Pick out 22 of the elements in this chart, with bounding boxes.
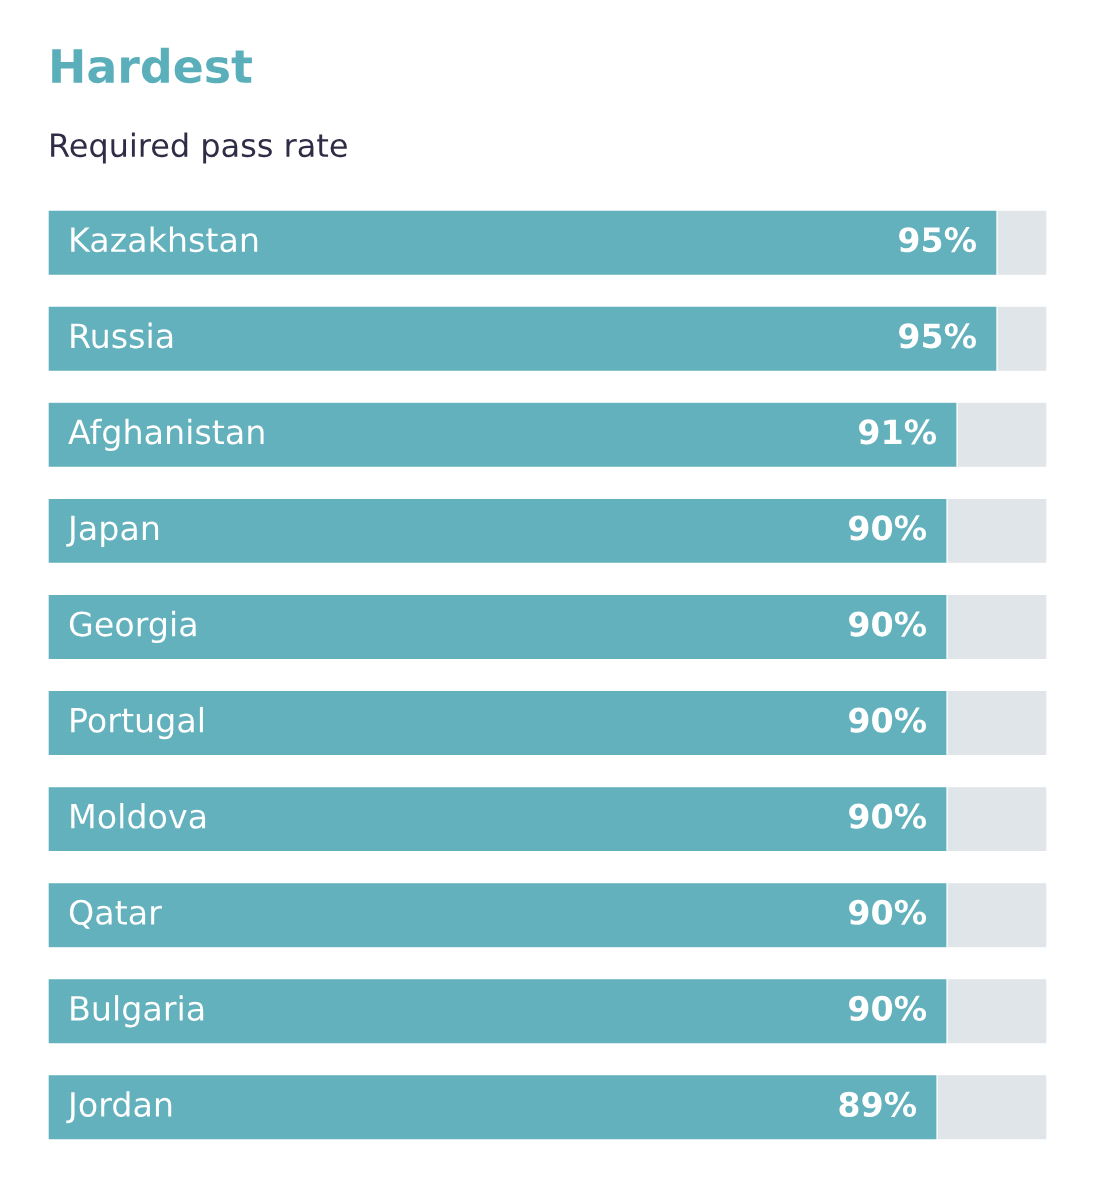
- data-label: 95%: [899, 323, 977, 349]
- y-tick-label: Moldova: [71, 802, 206, 829]
- data-label: 90%: [849, 803, 927, 829]
- data-label: 90%: [849, 515, 927, 541]
- data-label: 95%: [899, 227, 977, 253]
- y-tick-label: Kazakhstan: [71, 226, 258, 253]
- data-label: 90%: [849, 707, 927, 733]
- data-label: 89%: [839, 1091, 917, 1118]
- data-label: 90%: [849, 899, 927, 925]
- y-tick-label: Bulgaria: [71, 995, 204, 1028]
- y-tick-label: Qatar: [69, 899, 162, 929]
- chart-title: Hardest: [52, 47, 252, 84]
- data-label: 90%: [849, 611, 927, 637]
- data-label: 91%: [859, 419, 937, 445]
- y-tick-label: Russia: [71, 322, 173, 349]
- data-label: 90%: [849, 995, 927, 1021]
- y-tick-label: Afghanistan: [68, 418, 264, 451]
- y-tick-label: Portugal: [71, 706, 203, 740]
- y-tick-label: Japan: [66, 515, 159, 548]
- y-tick-label: Georgia: [69, 610, 196, 644]
- y-tick-label: Jordan: [66, 1091, 172, 1124]
- chart-subtitle: Required pass rate: [51, 132, 347, 164]
